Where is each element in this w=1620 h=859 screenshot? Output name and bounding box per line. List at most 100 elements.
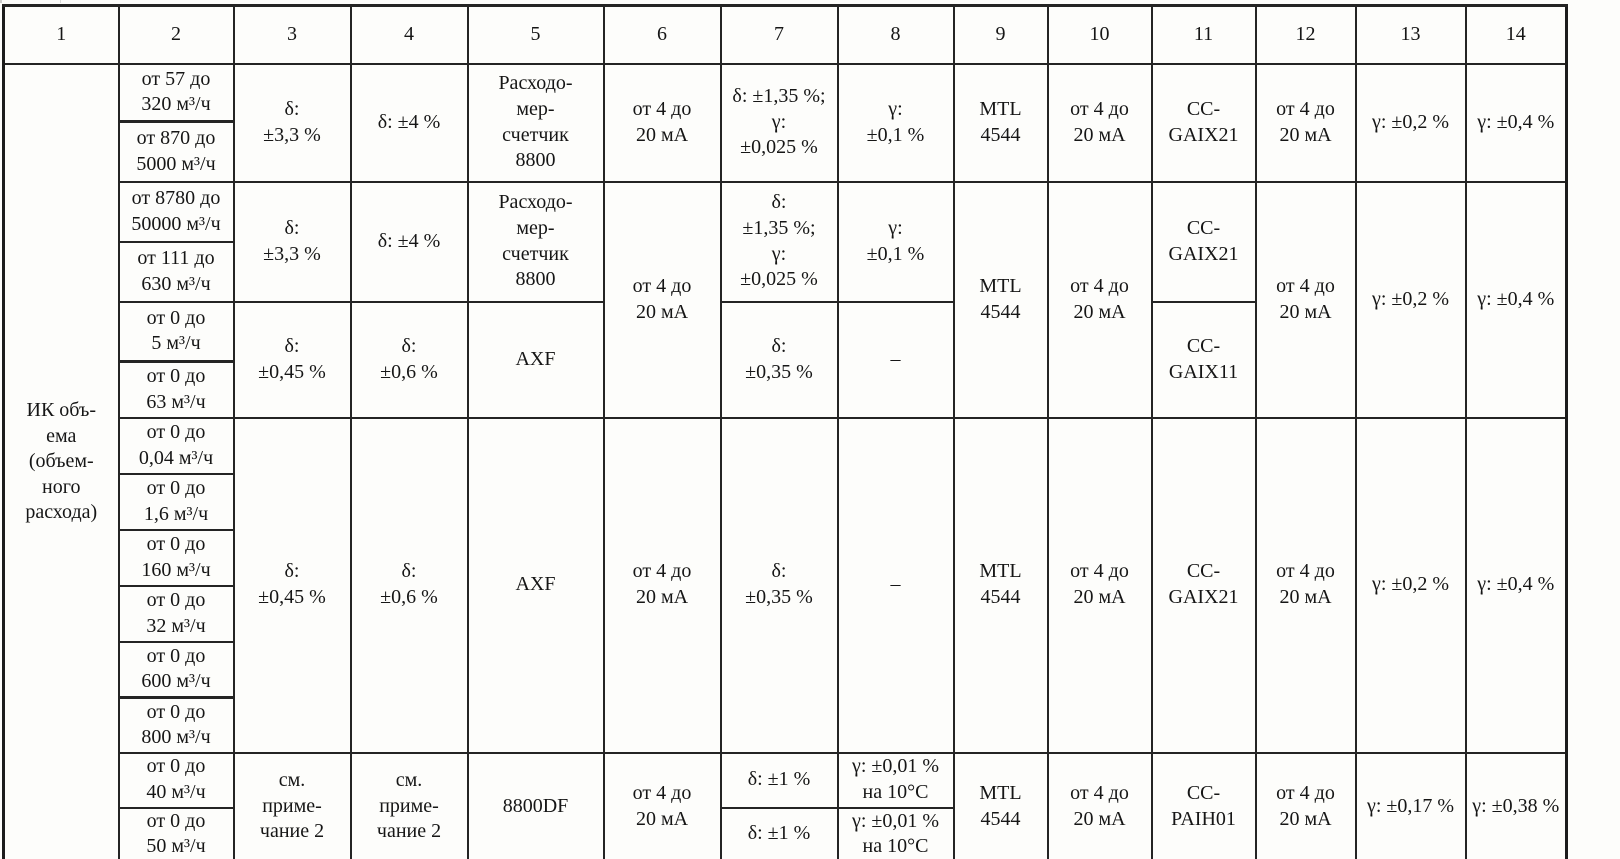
- table-cell-r7-c8: –: [836, 416, 955, 754]
- table-cell-r1-c2: от 57 до 320 м³/ч: [117, 62, 235, 123]
- table-cell-r8-c2: от 0 до 1,6 м³/ч: [117, 472, 235, 531]
- table-cell-r5-c11: CC- GAIX11: [1150, 300, 1257, 419]
- table-row: от 0 до 1,6 м³/ч: [4, 472, 1567, 531]
- table-cell-r13-c13: γ: ±0,17 %: [1354, 751, 1467, 859]
- column-header-9: 9: [952, 4, 1049, 65]
- table-cell-r7-c14: γ: ±0,4 %: [1464, 416, 1568, 754]
- table-row: от 0 до 160 м³/ч: [4, 528, 1567, 587]
- table-cell-r2-c2: от 870 до 5000 м³/ч: [117, 120, 235, 183]
- table-cell-r13-c5: 8800DF: [466, 751, 605, 859]
- table-cell-r7-c12: от 4 до 20 мА: [1254, 416, 1357, 754]
- table-row: от 870 до 5000 м³/ч: [4, 120, 1567, 183]
- column-header-8: 8: [836, 4, 955, 65]
- table-cell-r13-c7: δ: ±1 %: [719, 751, 839, 809]
- table-row: от 0 до 50 м³/ч δ: ±1 % γ: ±0,01 % на 10°C: [4, 806, 1567, 859]
- table-cell-r13-c3: см. приме- чание 2: [232, 751, 352, 859]
- table-cell-r3-c10: от 4 до 20 мА: [1046, 180, 1153, 419]
- table-cell-r1-c10: от 4 до 20 мА: [1046, 62, 1153, 183]
- column-header-4: 4: [349, 4, 469, 65]
- table-cell-r7-c9: MTL 4544: [952, 416, 1049, 754]
- table-row: от 0 до 63 м³/ч: [4, 360, 1567, 419]
- table-cell-r13-c8: γ: ±0,01 % на 10°C: [836, 751, 955, 809]
- scan-artifact: [0, 0, 1566, 3]
- table-cell-r7-c4: δ: ±0,6 %: [349, 416, 469, 754]
- column-header-5: 5: [466, 4, 605, 65]
- table-cell-r13-c2: от 0 до 40 м³/ч: [117, 751, 235, 809]
- table-cell-r7-c7: δ: ±0,35 %: [719, 416, 839, 754]
- table-row: от 0 до 32 м³/ч: [4, 584, 1567, 643]
- table-cell-r1-c9: MTL 4544: [952, 62, 1049, 183]
- table-cell-r1-c11: CC- GAIX21: [1150, 62, 1257, 183]
- table-cell-r14-c8: γ: ±0,01 % на 10°C: [836, 806, 955, 859]
- table-cell-r7-c5: AXF: [466, 416, 605, 754]
- table-cell-r13-c12: от 4 до 20 мА: [1254, 751, 1357, 859]
- table-cell-r7-c13: γ: ±0,2 %: [1354, 416, 1467, 754]
- table-cell-r14-c7: δ: ±1 %: [719, 806, 839, 859]
- table-cell-r6-c2: от 0 до 63 м³/ч: [117, 360, 235, 419]
- table-cell-r7-c6: от 4 до 20 мА: [602, 416, 722, 754]
- table-cell-r1-c7: δ: ±1,35 %; γ: ±0,025 %: [719, 62, 839, 183]
- table-cell-r5-c2: от 0 до 5 м³/ч: [117, 300, 235, 363]
- column-header-3: 3: [232, 4, 352, 65]
- table-cell-r4-c2: от 111 до 630 м³/ч: [117, 240, 235, 303]
- table-cell-r13-c14: γ: ±0,38 %: [1464, 751, 1568, 859]
- table-row: от 0 до 600 м³/ч: [4, 640, 1567, 699]
- column-header-10: 10: [1046, 4, 1153, 65]
- table-cell-r5-c4: δ: ±0,6 %: [349, 300, 469, 419]
- table-cell-r14-c2: от 0 до 50 м³/ч: [117, 806, 235, 859]
- row-group-label: ИК объ- ема (объем- ного расхода): [2, 62, 120, 859]
- column-header-13: 13: [1354, 4, 1467, 65]
- table-row: от 111 до 630 м³/ч: [4, 240, 1567, 303]
- table-cell-r1-c13: γ: ±0,2 %: [1354, 62, 1467, 183]
- table-cell-r3-c6: от 4 до 20 мА: [602, 180, 722, 419]
- table-cell-r1-c5: Расходо- мер- счетчик 8800: [466, 62, 605, 183]
- table-cell-r1-c12: от 4 до 20 мА: [1254, 62, 1357, 183]
- table-cell-r5-c7: δ: ±0,35 %: [719, 300, 839, 419]
- table-cell-r13-c6: от 4 до 20 мА: [602, 751, 722, 859]
- table-cell-r11-c2: от 0 до 600 м³/ч: [117, 640, 235, 699]
- table-cell-r3-c3: δ: ±3,3 %: [232, 180, 352, 303]
- column-header-6: 6: [602, 4, 722, 65]
- table-cell-r3-c9: MTL 4544: [952, 180, 1049, 419]
- column-header-12: 12: [1254, 4, 1357, 65]
- table-cell-r5-c8: –: [836, 300, 955, 419]
- column-header-11: 11: [1150, 4, 1257, 65]
- table-cell-r3-c5: Расходо- мер- счетчик 8800: [466, 180, 605, 303]
- table-cell-r9-c2: от 0 до 160 м³/ч: [117, 528, 235, 587]
- table-cell-r13-c4: см. приме- чание 2: [349, 751, 469, 859]
- table-cell-r7-c11: CC- GAIX21: [1150, 416, 1257, 754]
- header-row: 1 2 3 4 5 6 7 8 9 10 11 12 13 14: [2, 4, 1568, 65]
- table-row: от 0 до 0,04 м³/ч δ: ±0,45 % δ: ±0,6 % AXF о…: [4, 416, 1568, 754]
- table-cell-r3-c2: от 8780 до 50000 м³/ч: [117, 180, 235, 243]
- table-cell-r3-c13: γ: ±0,2 %: [1354, 180, 1467, 419]
- table-cell-r3-c11: CC- GAIX21: [1150, 180, 1257, 303]
- table-cell-r7-c10: от 4 до 20 мА: [1046, 416, 1153, 754]
- table-cell-r1-c8: γ: ±0,1 %: [836, 62, 955, 183]
- table-cell-r13-c9: MTL 4544: [952, 751, 1049, 859]
- table-row: ИК объ- ема (объем- ного расхода) от 57 д…: [2, 62, 1568, 859]
- table-cell-r5-c5: AXF: [466, 300, 605, 419]
- table-cell-r13-c10: от 4 до 20 мА: [1046, 751, 1153, 859]
- table-row: от 0 до 800 м³/ч: [4, 696, 1567, 754]
- table-cell-r1-c3: δ: ±3,3 %: [232, 62, 352, 183]
- table-cell-r3-c14: γ: ±0,4 %: [1464, 180, 1568, 419]
- table-cell-r1-c4: δ: ±4 %: [349, 62, 469, 183]
- table-cell-r1-c14: γ: ±0,4 %: [1464, 62, 1568, 183]
- table-row: от 0 до 5 м³/ч δ: ±0,45 % δ: ±0,6 % AXF δ: ±…: [4, 300, 1567, 419]
- table-row: от 8780 до 50000 м³/ч δ: ±3,3 % δ: ±4 % Рас…: [4, 180, 1568, 419]
- table-cell-r7-c3: δ: ±0,45 %: [232, 416, 352, 754]
- table-cell-r3-c8: γ: ±0,1 %: [836, 180, 955, 303]
- column-header-1: 1: [2, 4, 120, 65]
- table-cell-r13-c11: CC- PAIH01: [1150, 751, 1257, 859]
- table-cell-r7-c2: от 0 до 0,04 м³/ч: [117, 416, 235, 475]
- table-cell-r3-c4: δ: ±4 %: [349, 180, 469, 303]
- column-header-7: 7: [719, 4, 839, 65]
- column-header-14: 14: [1464, 4, 1568, 65]
- column-header-2: 2: [117, 4, 235, 65]
- table-cell-r10-c2: от 0 до 32 м³/ч: [117, 584, 235, 643]
- measurement-table: 1 2 3 4 5 6 7 8 9 10 11 12 13 14 ИК объ- ема (объем- н…: [2, 4, 1568, 859]
- table-row: от 0 до 40 м³/ч см. приме- чание 2 см. при…: [4, 751, 1568, 859]
- table-cell-r3-c12: от 4 до 20 мА: [1254, 180, 1357, 419]
- table-cell-r3-c7: δ: ±1,35 %; γ: ±0,025 %: [719, 180, 839, 303]
- table-cell-r1-c6: от 4 до 20 мА: [602, 62, 722, 183]
